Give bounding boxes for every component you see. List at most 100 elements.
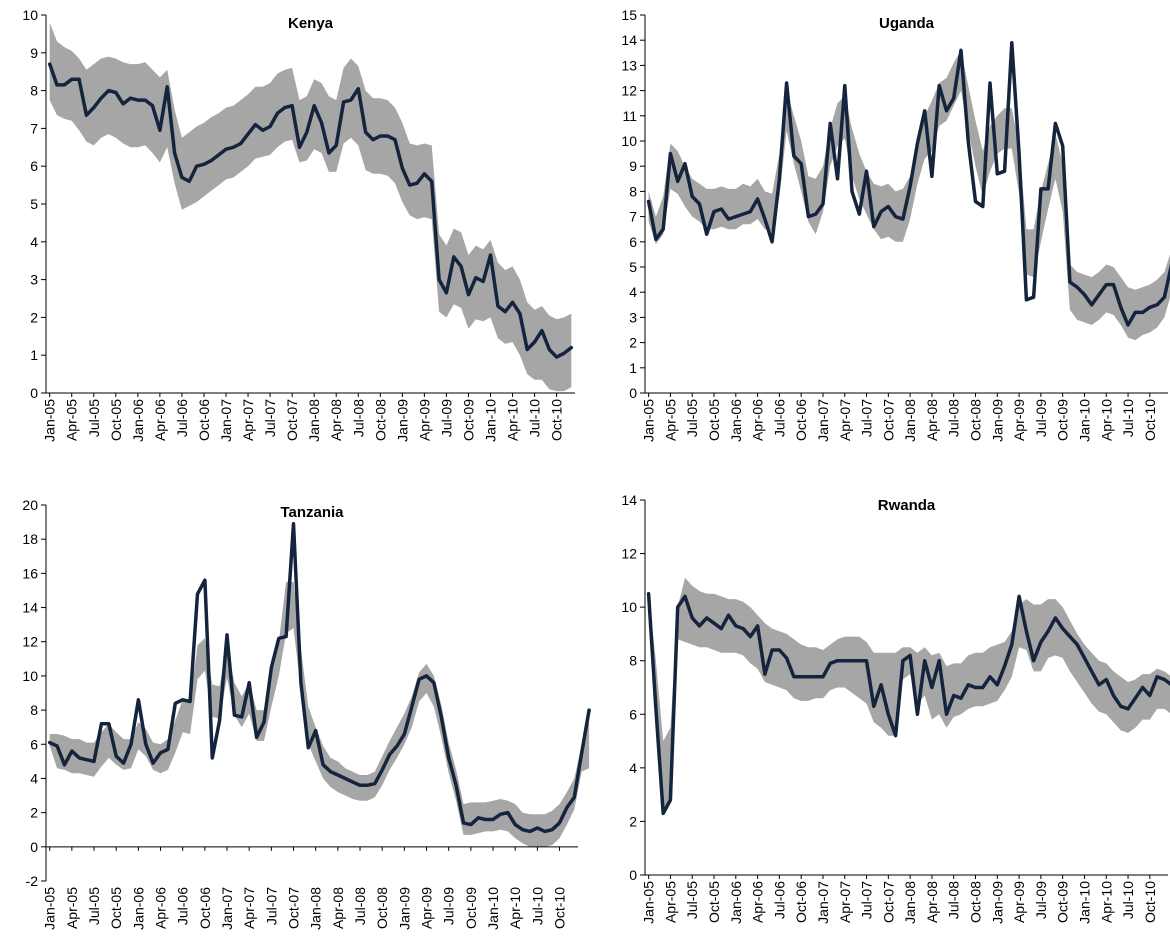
x-tick-label: Jan-08	[902, 881, 918, 924]
x-tick-label: Jan-09	[989, 399, 1005, 442]
x-tick-label: Apr-08	[924, 399, 940, 441]
x-tick-label: Apr-06	[750, 399, 766, 441]
x-tick-label: Oct-07	[284, 399, 300, 441]
x-tick-label: Apr-10	[507, 887, 523, 929]
x-tick-label: Jul-08	[946, 881, 962, 919]
x-tick-label: Jul-05	[86, 887, 102, 925]
chart-title: Rwanda	[878, 497, 936, 514]
y-tick-label: 2	[30, 309, 38, 325]
x-tick-label: Jan-10	[483, 399, 499, 442]
y-tick-label: 0	[629, 385, 637, 401]
x-tick-label: Jan-10	[485, 887, 501, 930]
x-tick-label: Jan-07	[815, 399, 831, 442]
x-tick-label: Oct-06	[197, 887, 213, 929]
x-tick-label: Jan-07	[219, 887, 235, 930]
x-tick-label: Oct-09	[461, 399, 477, 441]
x-tick-label: Oct-10	[549, 399, 565, 441]
y-tick-label: 5	[30, 196, 38, 212]
y-tick-label: 2	[30, 805, 38, 821]
x-tick-label: Jul-06	[175, 887, 191, 925]
x-tick-label: Jan-09	[394, 399, 410, 442]
x-tick-label: Jan-08	[306, 399, 322, 442]
x-tick-label: Jan-06	[728, 881, 744, 924]
y-tick-label: 12	[22, 634, 38, 650]
confidence-band	[648, 577, 1170, 814]
series-line	[47, 522, 591, 834]
x-tick-label: Oct-10	[552, 887, 568, 929]
series-line	[47, 62, 574, 359]
x-tick-label: Apr-10	[1098, 399, 1114, 441]
y-tick-label: 7	[30, 120, 38, 136]
x-tick-label: Jan-05	[42, 399, 58, 442]
x-tick-label: Oct-06	[196, 399, 212, 441]
x-tick-label: Oct-08	[374, 887, 390, 929]
x-tick-label: Apr-10	[1098, 881, 1114, 923]
x-tick-label: Jan-08	[902, 399, 918, 442]
x-tick-label: Oct-09	[463, 887, 479, 929]
x-tick-label: Jul-09	[438, 399, 454, 437]
x-tick-label: Oct-05	[706, 399, 722, 441]
y-tick-label: 4	[30, 770, 38, 786]
chart-title: Tanzania	[280, 504, 344, 521]
x-tick-label: Jul-07	[859, 399, 875, 437]
x-tick-label: Apr-09	[1011, 881, 1027, 923]
y-tick-label: 6	[30, 158, 38, 174]
y-tick-label: 1	[629, 360, 637, 376]
y-tick-label: 4	[629, 284, 637, 300]
x-tick-label: Apr-05	[662, 399, 678, 441]
x-tick-label: Jul-05	[684, 399, 700, 437]
x-tick-label: Oct-08	[968, 399, 984, 441]
y-tick-label: 3	[30, 272, 38, 288]
x-tick-label: Jul-07	[859, 881, 875, 919]
x-tick-label: Jan-10	[1077, 399, 1093, 442]
y-tick-label: 20	[22, 497, 38, 513]
y-tick-label: 12	[621, 546, 637, 562]
y-tick-label: 1	[30, 347, 38, 363]
x-tick-label: Jul-10	[527, 399, 543, 437]
x-tick-label: Jul-06	[771, 881, 787, 919]
x-tick-label: Apr-08	[924, 881, 940, 923]
x-tick-label: Apr-09	[416, 399, 432, 441]
x-tick-label: Apr-05	[64, 399, 80, 441]
x-tick-label: Apr-08	[328, 399, 344, 441]
x-tick-label: Oct-05	[108, 887, 124, 929]
y-tick-label: 13	[621, 57, 637, 73]
x-tick-label: Apr-06	[750, 881, 766, 923]
x-tick-label: Jan-09	[396, 887, 412, 930]
x-tick-label: Apr-07	[241, 887, 257, 929]
x-tick-label: Apr-09	[1011, 399, 1027, 441]
y-tick-label: 9	[30, 45, 38, 61]
x-tick-label: Apr-09	[419, 887, 435, 929]
x-tick-label: Jul-05	[86, 399, 102, 437]
x-tick-label: Apr-05	[662, 881, 678, 923]
series-line	[646, 40, 1170, 327]
y-tick-label: 10	[22, 668, 38, 684]
y-tick-label: 5	[629, 259, 637, 275]
x-tick-label: Oct-06	[793, 881, 809, 923]
y-tick-label: -2	[26, 873, 39, 889]
x-tick-label: Oct-08	[968, 881, 984, 923]
x-tick-label: Jan-09	[989, 881, 1005, 924]
y-tick-label: 2	[629, 813, 637, 829]
kenya-chart: Kenya 0 1 2 3 4 5 6 7 8 9 10 Jan-05 Apr-05 Jul-05 Oct-…	[22, 7, 575, 442]
y-tick-label: 15	[621, 7, 637, 23]
y-tick-label: 8	[629, 183, 637, 199]
x-tick-label: Jan-05	[641, 399, 657, 442]
y-tick-label: 3	[629, 309, 637, 325]
y-tick-label: 8	[30, 83, 38, 99]
x-tick-label: Oct-10	[1142, 881, 1158, 923]
x-tick-label: Jan-10	[1077, 881, 1093, 924]
x-tick-label: Jul-08	[946, 399, 962, 437]
x-tick-label: Oct-09	[1055, 881, 1071, 923]
x-tick-label: Jul-08	[352, 887, 368, 925]
x-tick-label: Apr-07	[240, 399, 256, 441]
x-tick-label: Jul-06	[771, 399, 787, 437]
y-tick-label: 0	[30, 385, 38, 401]
x-tick-label: Oct-07	[880, 881, 896, 923]
y-tick-label: 0	[30, 839, 38, 855]
y-tick-label: 12	[621, 83, 637, 99]
x-tick-label: Jul-10	[529, 887, 545, 925]
x-tick-label: Jul-09	[441, 887, 457, 925]
